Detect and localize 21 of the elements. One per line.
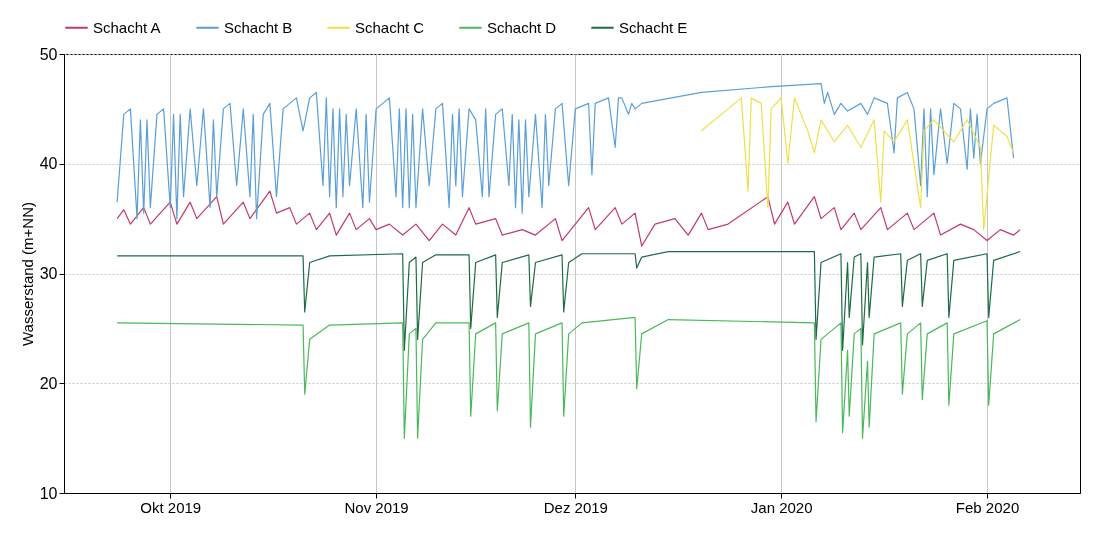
y-tick-label: 30 [39, 265, 58, 282]
line-series [700, 97, 1015, 231]
line-series [116, 83, 1015, 220]
y-tick-label: 20 [39, 374, 58, 392]
legend-label: Schacht A [93, 18, 161, 36]
x-tick-label: Dez 2019 [543, 498, 608, 516]
y-tick-label: 50 [39, 45, 58, 63]
legend-label: Schacht B [224, 18, 293, 36]
y-tick-label: 10 [39, 484, 58, 502]
x-tick-label: Okt 2019 [140, 498, 202, 516]
legend-label: Schacht D [487, 18, 557, 36]
line-series [116, 316, 1021, 439]
x-tick-label: Nov 2019 [344, 498, 409, 516]
legend-label: Schacht C [355, 18, 425, 36]
x-tick-label: Jan 2020 [750, 498, 813, 516]
x-tick-label: Feb 2020 [955, 498, 1020, 516]
y-axis-title: Wasserstand (m+NN) [18, 201, 36, 347]
line-series [116, 190, 1021, 247]
line-series [116, 250, 1021, 351]
y-tick-label: 40 [39, 155, 58, 173]
legend-label: Schacht E [619, 18, 688, 36]
